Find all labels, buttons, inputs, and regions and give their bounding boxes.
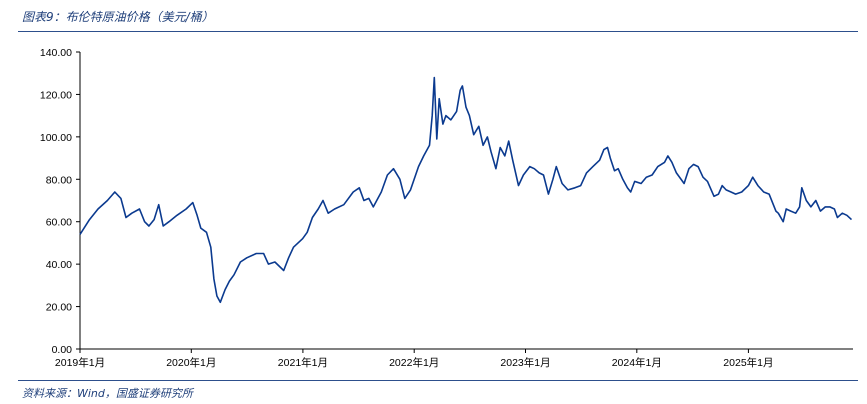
x-tick-label: 2022年1月 (389, 356, 439, 369)
x-tick-label: 2025年1月 (723, 356, 773, 369)
bottom-rule (18, 380, 858, 381)
plot-area (79, 76, 853, 304)
y-tick-label: 20.00 (46, 302, 72, 314)
x-tick-label: 2021年1月 (278, 356, 328, 369)
x-tick-label: 2020年1月 (166, 356, 216, 369)
y-tick-label: 0.00 (52, 344, 73, 356)
y-tick-label: 120.00 (40, 89, 72, 101)
y-tick-label: 80.00 (46, 174, 72, 186)
y-tick-label: 40.00 (46, 259, 72, 271)
price-series-line (79, 76, 853, 304)
source-note: 资料来源：Wind，国盛证券研究所 (22, 387, 193, 400)
axes: 0.00 20.00 40.00 60.00 80.00 100.00 120.00 140.… (40, 47, 853, 369)
y-tick-label: 100.00 (40, 132, 72, 144)
figure-title: 图表9：布伦特原油价格（美元/桶） (22, 10, 214, 24)
x-tick-label: 2019年1月 (55, 356, 105, 369)
top-rule (18, 31, 858, 32)
y-tick-label: 140.00 (40, 47, 72, 59)
y-tick-label: 60.00 (46, 217, 72, 229)
brent-price-chart: 0.00 20.00 40.00 60.00 80.00 100.00 120.00 140.… (40, 47, 853, 369)
x-tick-label: 2024年1月 (612, 356, 662, 369)
x-tick-label: 2023年1月 (500, 356, 550, 369)
